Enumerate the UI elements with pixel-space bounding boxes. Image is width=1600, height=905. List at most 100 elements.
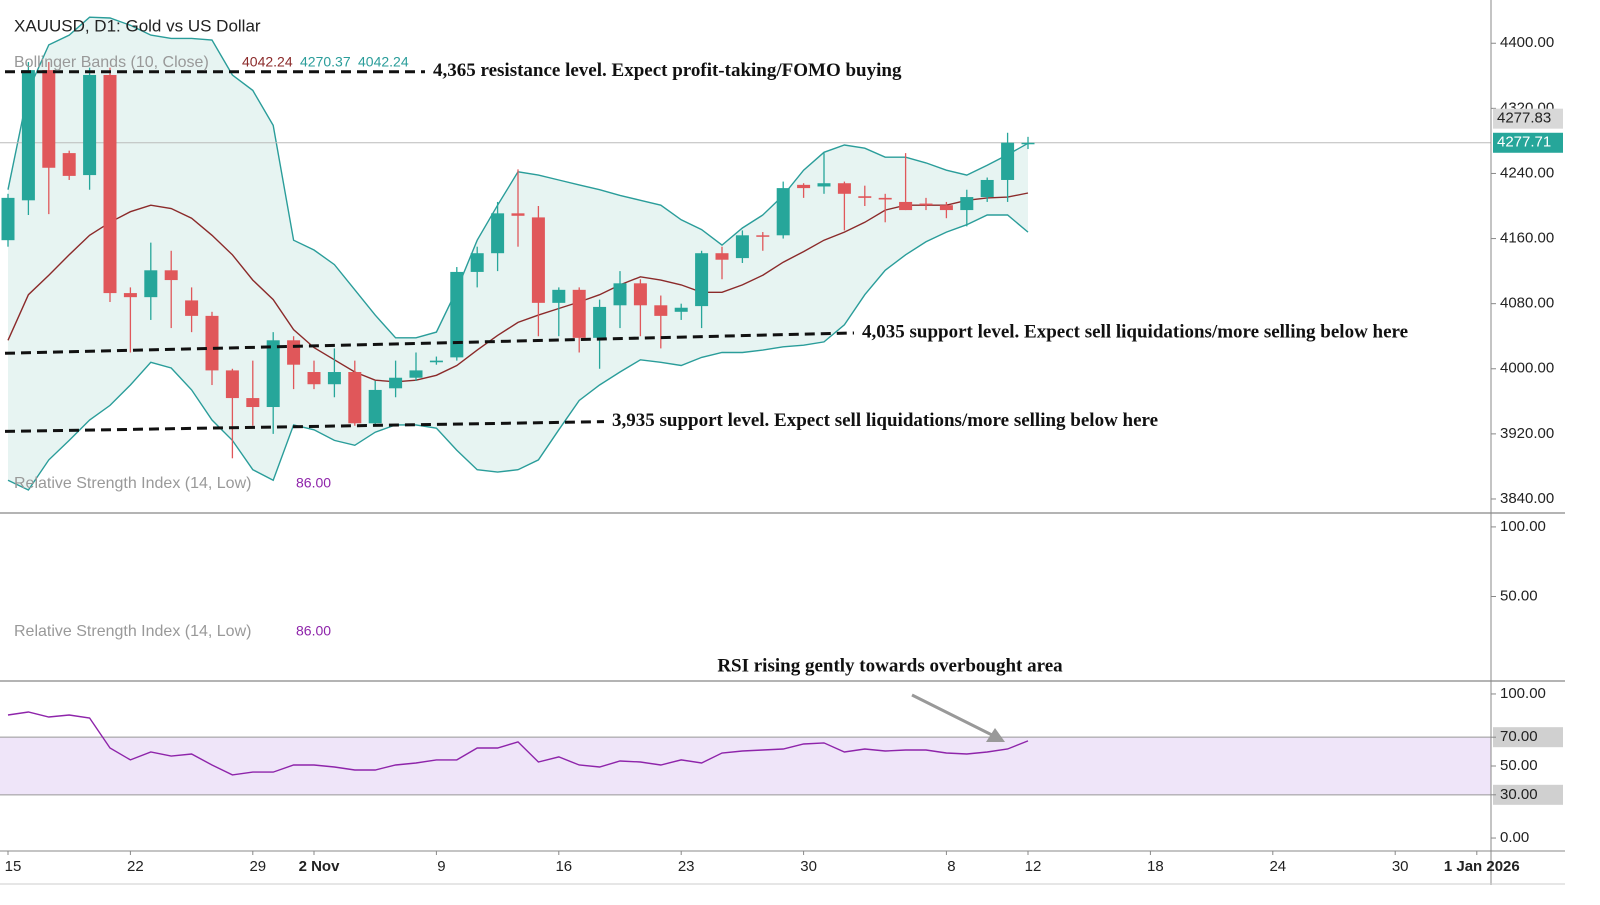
- candle-body: [450, 271, 464, 358]
- candle-body: [103, 74, 117, 294]
- indicator-value: 4042.24: [242, 54, 293, 70]
- x-tick-label: 29: [249, 858, 266, 875]
- indicator-value: 4270.37: [300, 54, 351, 70]
- y-tick-label: 0.00: [1500, 829, 1529, 846]
- candle-body: [348, 372, 362, 424]
- candle-body: [797, 184, 811, 189]
- candle-body: [205, 315, 219, 371]
- y-tick-label: 70.00: [1500, 728, 1538, 745]
- candle-body: [817, 183, 831, 187]
- candle-body: [1021, 142, 1035, 145]
- candle-body: [164, 270, 178, 281]
- x-tick-label: 30: [1392, 858, 1409, 875]
- candle-body: [225, 370, 239, 399]
- candle-body: [695, 253, 709, 307]
- candle-body: [21, 70, 35, 201]
- y-tick-label: 50.00: [1500, 757, 1538, 774]
- candle-body: [674, 307, 688, 312]
- candle-body: [980, 179, 994, 198]
- level-annotation: 4,365 resistance level. Expect profit-ta…: [433, 60, 902, 81]
- candle-body: [62, 153, 76, 176]
- chart-layer: 4,365 resistance level. Expect profit-ta…: [0, 16, 1491, 796]
- x-tick-label: 30: [800, 858, 817, 875]
- y-tick-label: 100.00: [1500, 518, 1546, 535]
- x-tick-label: 15: [5, 858, 22, 875]
- candle-body: [491, 213, 505, 254]
- indicator-value: 4042.24: [358, 54, 409, 70]
- candle-body: [633, 283, 647, 306]
- y-tick-label: 4400.00: [1500, 34, 1554, 51]
- level-annotation: 4,035 support level. Expect sell liquida…: [862, 321, 1408, 342]
- rsi-line: [7, 711, 1029, 776]
- arrow-head: [986, 728, 1005, 742]
- y-tick-label: 50.00: [1500, 587, 1538, 604]
- x-tick-label: 12: [1025, 858, 1042, 875]
- candle-body: [409, 370, 423, 378]
- candle-body: [368, 389, 382, 424]
- price-label-box: [1493, 132, 1563, 153]
- candle-body: [858, 196, 872, 198]
- candle-body: [185, 300, 199, 316]
- candle-body: [83, 74, 97, 176]
- candle-body: [715, 253, 729, 260]
- x-tick-label: 9: [437, 858, 445, 875]
- level-annotation: 3,935 support level. Expect sell liquida…: [612, 410, 1158, 431]
- bollinger-line: [7, 214, 1029, 491]
- candle-body: [470, 253, 484, 272]
- candle-body: [123, 293, 137, 298]
- candle-body: [654, 305, 668, 316]
- candle-body: [1001, 142, 1015, 180]
- candle-body: [144, 270, 158, 298]
- x-tick-label: 24: [1269, 858, 1286, 875]
- price-label-box: [1493, 108, 1563, 129]
- candle-body: [287, 340, 301, 365]
- candle-body: [429, 360, 443, 363]
- y-tick-label: 3840.00: [1500, 490, 1554, 507]
- bollinger-line: [7, 192, 1029, 383]
- y-tick-label: 4240.00: [1500, 164, 1554, 181]
- chart-title: XAUUSD, D1: Gold vs US Dollar: [14, 16, 261, 35]
- x-tick-label: 1 Jan 2026: [1444, 858, 1520, 875]
- candle-body: [613, 283, 627, 306]
- level-line: [4, 331, 855, 355]
- candle-body: [531, 217, 545, 303]
- candle-body: [837, 183, 851, 194]
- overlay-value: 86.00: [296, 475, 331, 491]
- x-tick-label: 8: [947, 858, 955, 875]
- annotation-arrow: [911, 693, 993, 737]
- indicator-label: Bollinger Bands (10, Close): [14, 54, 209, 71]
- rsi-pane-title: Relative Strength Index (14, Low): [14, 623, 251, 640]
- candle-body: [327, 372, 341, 385]
- rsi-annotation: RSI rising gently towards overbought are…: [717, 655, 1063, 676]
- candle-body: [776, 188, 790, 236]
- candle-body: [919, 203, 933, 206]
- candle-body: [593, 306, 607, 338]
- candle-body: [552, 289, 566, 303]
- overlay-label: Relative Strength Index (14, Low): [14, 475, 251, 492]
- candle-body: [42, 70, 56, 168]
- candle-body: [246, 398, 260, 408]
- y-tick-label: 4000.00: [1500, 360, 1554, 377]
- candle-body: [899, 201, 913, 211]
- candle-body: [756, 235, 770, 237]
- candle-body: [960, 197, 974, 211]
- level-line: [4, 420, 605, 433]
- tick-highlight: [1493, 784, 1563, 805]
- x-tick-label: 16: [555, 858, 572, 875]
- candle-body: [735, 235, 749, 259]
- candle-body: [266, 340, 280, 408]
- candle-body: [511, 213, 525, 216]
- x-tick-label: 2 Nov: [299, 858, 341, 875]
- y-tick-label: 4080.00: [1500, 295, 1554, 312]
- y-tick-label: 4160.00: [1500, 230, 1554, 247]
- candle-body: [389, 377, 403, 389]
- rsi-band: [0, 737, 1491, 795]
- candle-body: [307, 372, 321, 385]
- price-label: 4277.71: [1497, 134, 1551, 151]
- x-tick-label: 23: [678, 858, 695, 875]
- y-tick-label: 3920.00: [1500, 425, 1554, 442]
- rsi-legend-value: 86.00: [296, 623, 331, 639]
- y-tick-label: 30.00: [1500, 786, 1538, 803]
- candle-body: [939, 205, 953, 211]
